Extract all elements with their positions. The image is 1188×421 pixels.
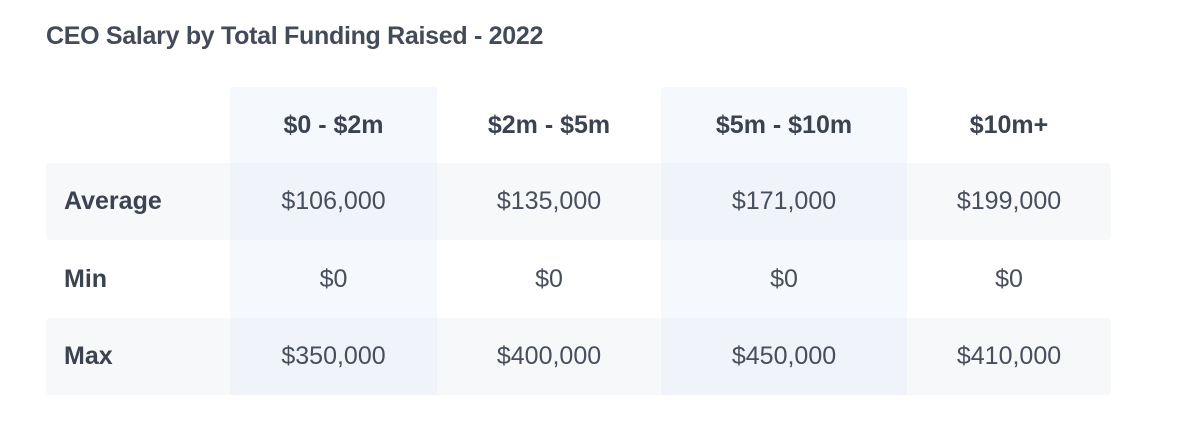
cell-value: $0 [319, 264, 348, 293]
cell-value: $171,000 [731, 187, 837, 215]
table: $0 - $2m $2m - $5m $5m - $10m $10m+ Average $… [46, 87, 1111, 395]
cell-value: $400,000 [496, 342, 602, 370]
cell-value: $199,000 [956, 187, 1062, 215]
row-stripe [46, 163, 1111, 240]
row-label: Min [64, 264, 108, 293]
cell-value: $0 [995, 264, 1023, 293]
column-header: $5m - $10m [715, 110, 853, 139]
cell-value: $0 [770, 264, 798, 293]
row-label: Max [64, 342, 113, 370]
column-header: $0 - $2m [283, 110, 384, 139]
row-label: Average [64, 187, 162, 215]
cell-value: $350,000 [281, 342, 386, 370]
title: CEO Salary by Total Funding Raised - 202… [46, 22, 544, 50]
column-highlight [230, 87, 437, 395]
cell-value: $410,000 [956, 342, 1062, 370]
cell-value: $106,000 [281, 187, 386, 215]
cell-value: $450,000 [731, 342, 837, 370]
column-highlight [661, 87, 907, 395]
cell-value: $0 [535, 264, 563, 293]
column-header: $2m - $5m [487, 110, 611, 139]
cell-value: $135,000 [496, 187, 602, 215]
row-stripe [46, 318, 1111, 395]
column-header: $10m+ [969, 110, 1049, 139]
